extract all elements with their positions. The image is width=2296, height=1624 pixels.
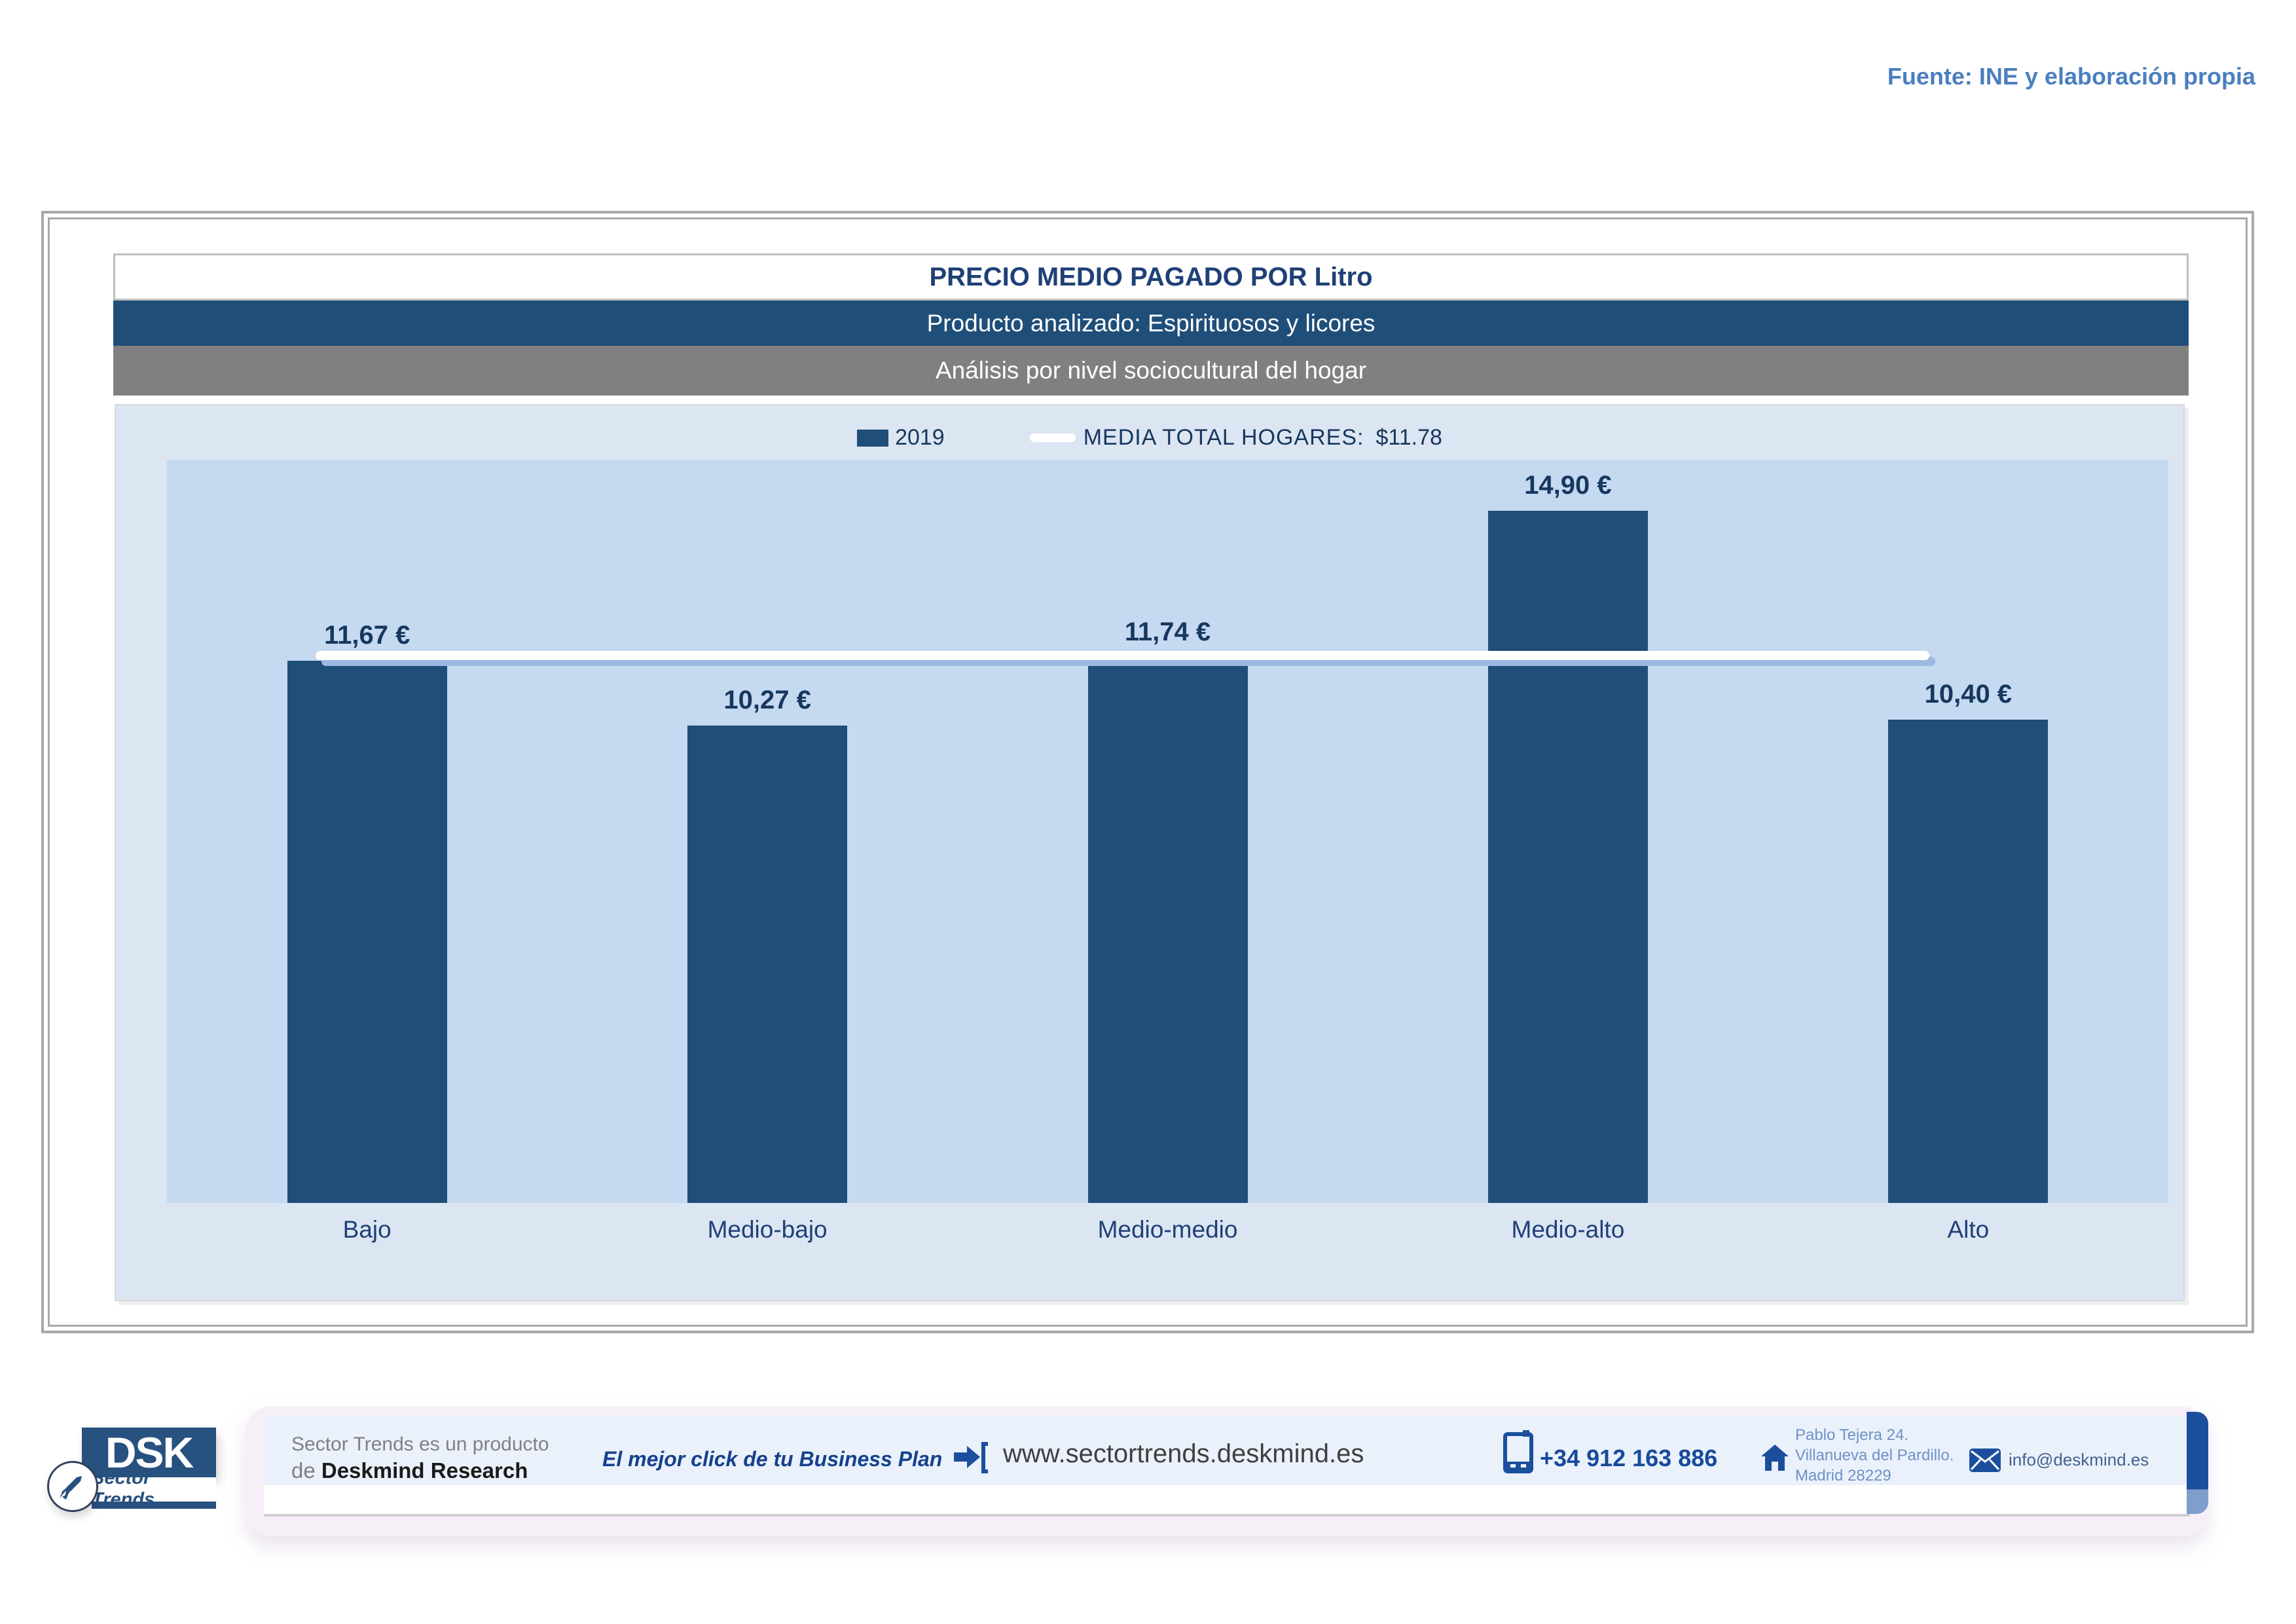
bar-value-label: 10,27 € — [723, 686, 811, 714]
bar-value-label: 11,74 € — [1124, 618, 1211, 646]
dsk-logo-underline — [92, 1502, 216, 1509]
footer-company-name: Deskmind Research — [321, 1458, 528, 1483]
chart-title: PRECIO MEDIO PAGADO POR Litro — [929, 262, 1373, 291]
x-label-medio-alto: Medio-alto — [1511, 1216, 1625, 1243]
footer-tagline: El mejor click de tu Business Plan — [602, 1447, 943, 1471]
footer-phone: +34 912 163 886 — [1540, 1445, 1718, 1471]
home-icon — [1761, 1445, 1789, 1471]
analysis-band-label: Análisis por nivel sociocultural del hog… — [935, 357, 1367, 384]
media-reference-line — [316, 651, 1929, 660]
dsk-logo: DSK — [82, 1428, 216, 1477]
website-arrow-icon — [954, 1442, 988, 1473]
phone-icon — [1503, 1430, 1533, 1473]
footer-product-line1: Sector Trends es un producto — [291, 1433, 549, 1455]
analysis-band: Análisis por nivel sociocultural del hog… — [113, 346, 2189, 396]
bar-value-label: 10,40 € — [1924, 680, 2013, 709]
cursor-arrow-icon — [60, 1476, 82, 1500]
chart-title-box: PRECIO MEDIO PAGADO POR Litro — [113, 253, 2189, 301]
footer-product-block: Sector Trends es un producto de Deskmind… — [291, 1431, 549, 1484]
x-label-medio-bajo: Medio-bajo — [707, 1216, 828, 1243]
email-icon — [1969, 1449, 2001, 1472]
bar-value-label: 11,67 € — [324, 621, 410, 650]
x-axis-labels: Bajo Medio-bajo Medio-medio Medio-alto A… — [167, 1216, 2168, 1244]
dsk-logo-circle — [47, 1461, 98, 1512]
footer-address: Pablo Tejera 24. Villanueva del Pardillo… — [1795, 1425, 1954, 1486]
footer-right-accent-bar — [2187, 1412, 2208, 1514]
plot-area: 11,67 € 10,27 € 11,74 € 14,90 € 10,40 € — [167, 460, 2168, 1203]
footer-product-line2-prefix: de — [291, 1458, 321, 1483]
bars-row: 11,67 € 10,27 € 11,74 € 14,90 € 10,40 € — [167, 460, 2168, 1203]
legend-series-swatch — [857, 429, 889, 447]
product-band: Producto analizado: Espirituosos y licor… — [113, 301, 2189, 346]
bar-column-bajo: 11,67 € — [167, 460, 567, 1203]
bar-column-medio-bajo: 10,27 € — [567, 460, 967, 1203]
bar-medio-alto — [1487, 511, 1648, 1203]
bar-column-alto: 10,40 € — [1768, 460, 2168, 1203]
footer-band — [264, 1416, 2190, 1485]
chart-area: 2019 MEDIA TOTAL HOGARES: $11.78 11,67 €… — [115, 404, 2185, 1301]
footer-address-line2: Villanueva del Pardillo. — [1795, 1447, 1954, 1464]
footer-email: info@deskmind.es — [2009, 1450, 2149, 1469]
footer-address-line3: Madrid 28229 — [1795, 1467, 1891, 1485]
bar-alto — [1888, 720, 2049, 1203]
chart-legend: 2019 MEDIA TOTAL HOGARES: $11.78 — [116, 425, 2183, 451]
bar-bajo — [287, 661, 447, 1203]
dsk-logo-text: DSK — [105, 1428, 194, 1477]
product-band-label: Producto analizado: Espirituosos y licor… — [926, 309, 1376, 337]
legend-media-label: MEDIA TOTAL HOGARES: — [1083, 425, 1364, 450]
bar-medio-medio — [1087, 657, 1248, 1203]
footer-website: www.sectortrends.deskmind.es — [1003, 1439, 1364, 1468]
legend-media-line-swatch — [1029, 434, 1076, 442]
footer-product-line2: de Deskmind Research — [291, 1458, 549, 1484]
bar-column-medio-medio: 11,74 € — [968, 460, 1368, 1203]
bar-value-label: 14,90 € — [1524, 471, 1612, 500]
x-label-medio-medio: Medio-medio — [1097, 1216, 1238, 1243]
bar-column-medio-alto: 14,90 € — [1368, 460, 1768, 1203]
footer-lower-band — [264, 1485, 2190, 1517]
dsk-logo-sector-trends: Sector Trends — [92, 1467, 216, 1510]
legend-media-value: $11.78 — [1376, 425, 1442, 450]
legend-series-label: 2019 — [895, 425, 945, 450]
x-label-bajo: Bajo — [342, 1216, 392, 1243]
source-note: Fuente: INE y elaboración propia — [1887, 63, 2255, 90]
bar-medio-bajo — [687, 726, 848, 1203]
footer-address-line1: Pablo Tejera 24. — [1795, 1426, 1909, 1444]
x-label-alto: Alto — [1947, 1216, 1990, 1243]
